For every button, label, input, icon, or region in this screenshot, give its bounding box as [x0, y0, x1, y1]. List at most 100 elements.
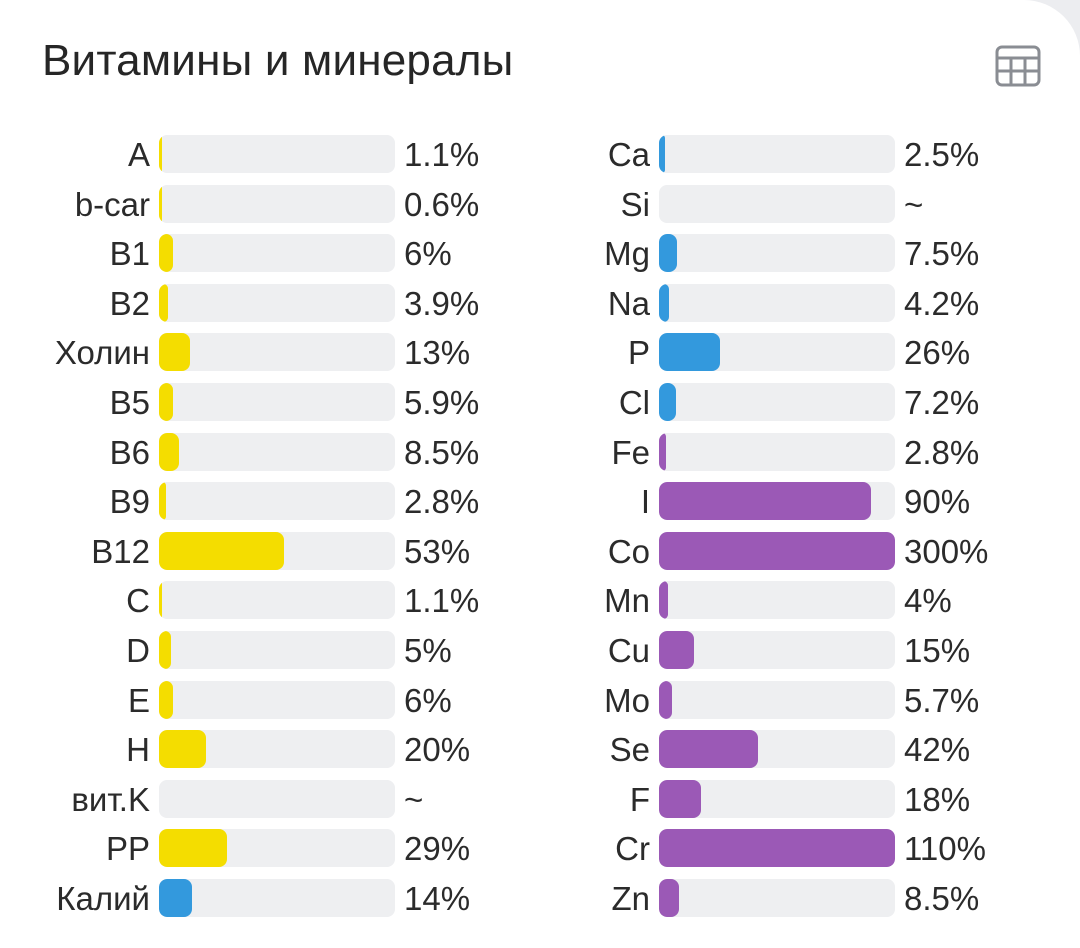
nutrient-bar-fill — [659, 581, 669, 620]
table-icon[interactable] — [994, 44, 1042, 88]
nutrient-label: D — [126, 632, 150, 669]
nutrient-value: 14% — [404, 880, 471, 917]
nutrient-label: E — [127, 681, 150, 719]
nutrient-bar-fill — [159, 829, 228, 868]
nutrient-value: 110% — [904, 830, 986, 868]
nutrient-bar-track — [659, 333, 895, 372]
nutrient-bar-track — [159, 879, 395, 917]
nutrient-bar-track — [159, 184, 395, 223]
nutrient-row-холин: Холин 13% — [0, 328, 500, 378]
nutrient-bar-track — [159, 730, 395, 769]
nutrient-bar-track — [159, 631, 395, 669]
nutrient-bar-track — [659, 135, 895, 173]
nutrient-value: 90% — [904, 483, 971, 521]
nutrient-row-mg: Mg 7.5% — [500, 229, 1000, 279]
nutrient-value: 2.5% — [904, 136, 980, 173]
nutrient-bar-track — [159, 680, 395, 719]
nutrient-label: PP — [105, 830, 150, 868]
nutrient-bar-fill — [659, 135, 665, 173]
nutrient-row-cr: Cr 110% — [500, 824, 1000, 874]
nutrient-bar-fill — [659, 234, 677, 273]
nutrient-row-d: D 5% — [0, 626, 500, 676]
nutrient-row-si: Si ~ — [500, 180, 1000, 230]
nutrient-value: 1.1% — [404, 136, 480, 173]
nutrient-label: Fe — [611, 433, 650, 471]
nutrient-bar-fill — [159, 482, 166, 521]
nutrient-bar-fill — [159, 383, 173, 421]
nutrient-value: 13% — [404, 334, 471, 372]
nutrient-value: 6% — [404, 681, 452, 719]
nutrient-value: 0.6% — [404, 185, 480, 223]
nutrient-value: 7.5% — [904, 235, 980, 273]
nutrient-bar-fill — [659, 680, 673, 719]
nutrient-label: b-car — [74, 185, 150, 223]
nutrient-row-f: F 18% — [500, 775, 1000, 825]
nutrient-label: B2 — [109, 284, 150, 322]
nutrient-value: 29% — [404, 830, 471, 868]
nutrient-label: вит.K — [71, 780, 150, 818]
nutrient-label: Калий — [56, 880, 150, 917]
nutrient-row-калий: Калий 14% — [0, 874, 500, 924]
nutrient-label: Se — [609, 731, 650, 769]
nutrient-bar-track — [659, 581, 895, 620]
nutrient-row-fe: Fe 2.8% — [500, 428, 1000, 478]
nutrient-bar-fill — [659, 482, 872, 521]
nutrient-row-mo: Mo 5.7% — [500, 676, 1000, 726]
nutrient-bar-fill — [159, 234, 174, 273]
nutrient-label: Cu — [607, 632, 650, 669]
nutrient-bar-track — [159, 333, 395, 372]
nutrient-bar-track — [659, 730, 895, 769]
nutrient-bar-fill — [659, 879, 680, 917]
nutrient-value: 5.9% — [404, 384, 480, 421]
nutrient-label: P — [627, 334, 650, 372]
nutrient-value: 5.7% — [904, 681, 980, 719]
nutrient-bar-fill — [159, 283, 169, 322]
nutrient-row-b1: B1 6% — [0, 229, 500, 279]
nutrient-value: 8.5% — [404, 433, 480, 471]
nutrient-bar-fill — [659, 283, 669, 322]
nutrient-row-h: H 20% — [0, 725, 500, 775]
nutrient-row-pp: PP 29% — [0, 824, 500, 874]
nutrient-row-ca: Ca 2.5% — [500, 130, 1000, 180]
nutrient-label: I — [640, 483, 650, 521]
nutrient-label: B1 — [109, 235, 150, 273]
nutrient-label: B9 — [109, 483, 150, 521]
nutrient-label: F — [629, 780, 650, 818]
nutrient-bar-track — [159, 581, 395, 620]
nutrient-label: H — [126, 731, 150, 769]
nutrient-bar-fill — [159, 135, 162, 173]
nutrient-row-b-car: b-car 0.6% — [0, 180, 500, 230]
nutrient-row-p: P 26% — [500, 328, 1000, 378]
nutrient-value: 6% — [404, 235, 452, 273]
nutrient-label: Ca — [607, 136, 650, 173]
nutrient-value: 4% — [904, 582, 952, 620]
nutrient-row-b6: B6 8.5% — [0, 428, 500, 478]
nutrient-row-b9: B9 2.8% — [0, 477, 500, 527]
nutrient-bar-fill — [159, 184, 162, 223]
nutrient-value: ~ — [404, 780, 424, 818]
nutrient-bar-fill — [659, 779, 702, 818]
nutrient-value: 18% — [904, 780, 971, 818]
nutrient-bar-fill — [159, 680, 174, 719]
nutrient-bar-fill — [659, 730, 759, 769]
nutrient-bar-track — [159, 135, 395, 173]
nutrient-label: Mn — [604, 582, 650, 620]
nutrient-row-na: Na 4.2% — [500, 279, 1000, 329]
nutrient-bar-fill — [659, 333, 721, 372]
nutrient-value: 20% — [404, 731, 471, 769]
nutrient-value: 15% — [904, 632, 971, 669]
nutrient-bar-fill — [159, 631, 171, 669]
nutrient-label: Холин — [54, 334, 150, 372]
nutrient-bar-track — [659, 283, 895, 322]
nutrient-row-co: Co 300% — [500, 527, 1000, 577]
nutrient-bar-track — [159, 779, 395, 818]
nutrient-label: C — [126, 582, 150, 620]
nutrient-bar-track — [659, 383, 895, 421]
nutrient-bar-fill — [159, 432, 180, 471]
nutrient-bar-fill — [659, 531, 895, 570]
nutrient-bar-track — [659, 829, 895, 868]
nutrient-bar-fill — [659, 631, 695, 669]
nutrient-bar-track — [159, 234, 395, 273]
nutrient-label: Cr — [615, 830, 650, 868]
nutrient-bar-fill — [659, 383, 676, 421]
